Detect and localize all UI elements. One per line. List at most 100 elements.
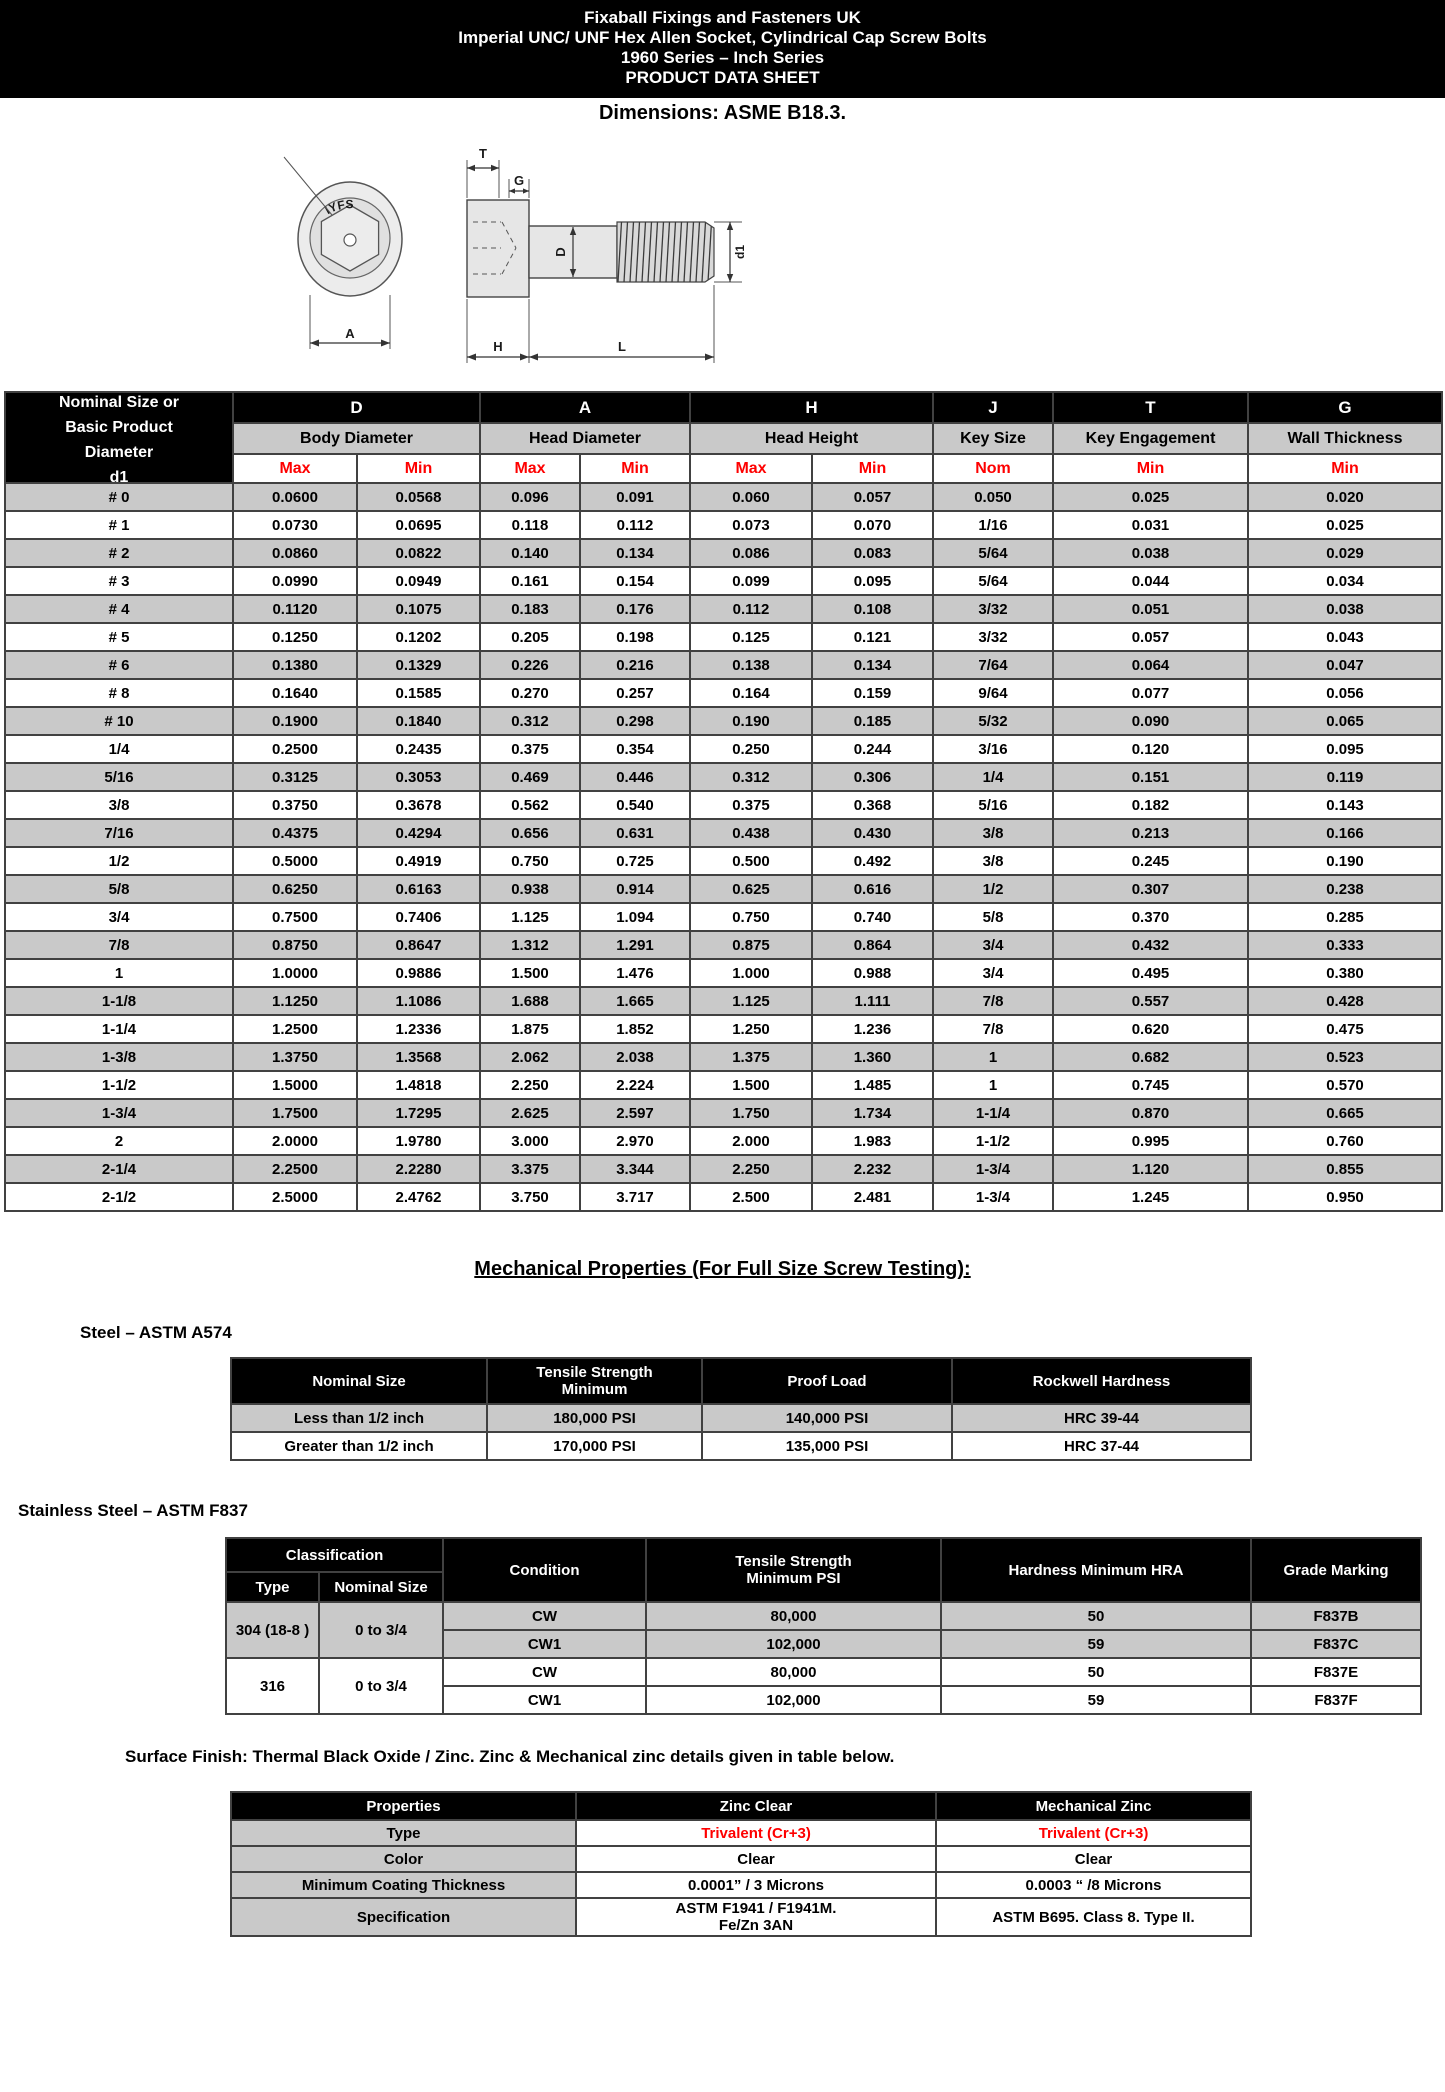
dimension-value-cell: 0.176 (579, 594, 691, 624)
stainless-value-cell: CW1 (442, 1685, 647, 1715)
dimension-value-cell: 1.094 (579, 902, 691, 932)
dimension-value-cell: 0.020 (1247, 482, 1443, 512)
dimension-value-cell: 0.038 (1247, 594, 1443, 624)
dimension-value-cell: 0.469 (479, 762, 581, 792)
stainless-value-cell: 50 (940, 1657, 1252, 1687)
nominal-size-cell: 2-1/4 (4, 1154, 234, 1184)
dimension-value-cell: 1.0000 (232, 958, 358, 988)
dimension-value-cell: 2.597 (579, 1098, 691, 1128)
dimension-value-cell: 0.044 (1052, 566, 1249, 596)
dimension-value-cell: 0.540 (579, 790, 691, 820)
dimension-value-cell: 0.3750 (232, 790, 358, 820)
dimension-value-cell: 0.057 (811, 482, 934, 512)
dimension-value-cell: 0.070 (811, 510, 934, 540)
finish-value-cell: 0.0003 “ /8 Microns (935, 1871, 1252, 1899)
nominal-size-cell: # 5 (4, 622, 234, 652)
nominal-size-cell: 3/8 (4, 790, 234, 820)
dimension-value-cell: 0.4919 (356, 846, 481, 876)
dimension-value-cell: 1.125 (689, 986, 813, 1016)
dimension-value-cell: 0.428 (1247, 986, 1443, 1016)
dimension-value-cell: 0.1120 (232, 594, 358, 624)
stainless-type-cell: 316 (225, 1657, 320, 1715)
dimension-value-cell: 0.875 (689, 930, 813, 960)
dimension-value-cell: 1.688 (479, 986, 581, 1016)
finish-property-cell: Type (230, 1819, 577, 1847)
dimension-value-cell: 0.4294 (356, 818, 481, 848)
dimension-value-cell: 0.099 (689, 566, 813, 596)
dimension-value-cell: 0.354 (579, 734, 691, 764)
dimension-value-cell: 3.717 (579, 1182, 691, 1212)
dimension-value-cell: 5/64 (932, 538, 1054, 568)
dimension-row: 5/8 0.6250 0.6163 0.938 0.914 0.625 0.616 1/2 0.… (4, 874, 1443, 904)
dimension-row: # 6 0.1380 0.1329 0.226 0.216 0.138 0.134 7/64 0… (4, 650, 1443, 680)
column-group-letter-T: T (1052, 390, 1249, 425)
dimension-row: # 0 0.0600 0.0568 0.096 0.091 0.060 0.057 0.050… (4, 482, 1443, 512)
stainless-type-cell: 304 (18-8 ) (225, 1601, 320, 1659)
dimension-value-cell: 0.682 (1052, 1042, 1249, 1072)
dimension-value-cell: 0.750 (479, 846, 581, 876)
column-group-letter-A: A (479, 390, 691, 425)
sub-header-min: Min (356, 453, 481, 484)
sub-header-min: Min (811, 453, 934, 484)
dim-label-T: T (479, 146, 487, 161)
dimension-value-cell: 0.995 (1052, 1126, 1249, 1156)
dimension-value-cell: 0.570 (1247, 1070, 1443, 1100)
dimension-value-cell: 1 (932, 1070, 1054, 1100)
dimension-value-cell: 3/8 (932, 818, 1054, 848)
dimension-value-cell: 0.270 (479, 678, 581, 708)
finish-row: Specification ASTM F1941 / F1941M. Fe/Zn … (230, 1897, 1252, 1937)
dimension-value-cell: 1.236 (811, 1014, 934, 1044)
dimension-value-cell: 2.500 (689, 1182, 813, 1212)
dimension-value-cell: 3.750 (479, 1182, 581, 1212)
column-group-name-key-size: Key Size (932, 422, 1054, 456)
dim-label-H: H (493, 339, 502, 354)
dimension-value-cell: 2.5000 (232, 1182, 358, 1212)
dimension-value-cell: 1/4 (932, 762, 1054, 792)
dimension-value-cell: 0.380 (1247, 958, 1443, 988)
steel-header-rockwell-hardness: Rockwell Hardness (951, 1357, 1252, 1405)
dimension-value-cell: 2.062 (479, 1042, 581, 1072)
dimension-row: 5/16 0.3125 0.3053 0.469 0.446 0.312 0.306 1/4 0… (4, 762, 1443, 792)
finish-header-properties: Properties (230, 1791, 577, 1821)
dimension-value-cell: 0.245 (1052, 846, 1249, 876)
dimension-value-cell: 0.216 (579, 650, 691, 680)
dimension-value-cell: 0.0949 (356, 566, 481, 596)
dimension-row: # 3 0.0990 0.0949 0.161 0.154 0.099 0.095 5/64 0… (4, 566, 1443, 596)
dimension-value-cell: 0.112 (579, 510, 691, 540)
nominal-size-cell: 1-1/4 (4, 1014, 234, 1044)
dimension-value-cell: 2.2500 (232, 1154, 358, 1184)
dimension-value-cell: 0.3678 (356, 790, 481, 820)
finish-value-cell: Trivalent (Cr+3) (575, 1819, 937, 1847)
dimension-value-cell: 0.090 (1052, 706, 1249, 736)
dimension-value-cell: 0.205 (479, 622, 581, 652)
stainless-header-classification: Classification (225, 1537, 444, 1573)
dimension-value-cell: 0.745 (1052, 1070, 1249, 1100)
dimension-value-cell: 0.112 (689, 594, 813, 624)
steel-value-cell: 140,000 PSI (701, 1403, 953, 1433)
leader-line (283, 156, 333, 216)
stainless-nominal-size-cell: 0 to 3/4 (318, 1657, 444, 1715)
stainless-header-hardness: Hardness Minimum HRA (940, 1537, 1252, 1603)
dimension-value-cell: 2.481 (811, 1182, 934, 1212)
dimension-value-cell: 0.0730 (232, 510, 358, 540)
sheet-type: PRODUCT DATA SHEET (625, 68, 820, 87)
nominal-size-cell: # 1 (4, 510, 234, 540)
dimension-value-cell: 2.250 (689, 1154, 813, 1184)
title-block: Fixaball Fixings and Fasteners UK Imperi… (0, 0, 1445, 98)
stainless-properties-table: Classification Condition Tensile Strengt… (225, 1537, 1422, 1715)
dimension-value-cell: 0.475 (1247, 1014, 1443, 1044)
dimension-row: 1-1/2 1.5000 1.4818 2.250 2.224 1.500 1.485 1 0.… (4, 1070, 1443, 1100)
dimension-value-cell: 0.3125 (232, 762, 358, 792)
dimension-value-cell: 0.5000 (232, 846, 358, 876)
dimension-value-cell: 0.432 (1052, 930, 1249, 960)
dimension-value-cell: 1.000 (689, 958, 813, 988)
dimension-value-cell: 0.750 (689, 902, 813, 932)
dimensions-standard-note: Dimensions: ASME B18.3. (598, 102, 847, 124)
stainless-value-cell: 102,000 (645, 1629, 942, 1659)
dimension-value-cell: 0.057 (1052, 622, 1249, 652)
dimension-value-cell: 0.523 (1247, 1042, 1443, 1072)
dimension-value-cell: 0.312 (479, 706, 581, 736)
dimension-row: 7/8 0.8750 0.8647 1.312 1.291 0.875 0.864 3/4 0.… (4, 930, 1443, 960)
dimension-value-cell: 0.034 (1247, 566, 1443, 596)
dimension-value-cell: 5/32 (932, 706, 1054, 736)
